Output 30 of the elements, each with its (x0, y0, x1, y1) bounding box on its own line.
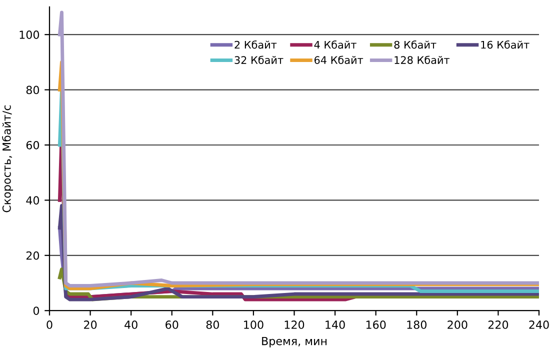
x-tick-label: 240 (529, 320, 549, 329)
legend-label: 64 Кбайт (314, 56, 364, 64)
x-tick-label: 100 (244, 320, 264, 329)
y-tick-label: 80 (26, 86, 40, 94)
legend-label: 32 Кбайт (234, 56, 284, 64)
legend-label: 4 Кбайт (314, 40, 356, 49)
x-tick-label: 40 (124, 320, 138, 329)
x-tick-label: 220 (488, 320, 508, 329)
x-tick-label: 0 (46, 320, 52, 329)
line-series (58, 10, 539, 288)
x-axis-title: Время, мин (262, 336, 326, 348)
y-tick-label: 100 (20, 30, 40, 39)
y-tick-label: 40 (26, 196, 40, 205)
line-series (58, 204, 539, 302)
y-axis-title: Скорость, Мбайт/с (2, 105, 14, 212)
x-tick-label: 120 (284, 320, 304, 329)
x-tick-label: 160 (366, 320, 386, 329)
x-tick-label: 140 (326, 320, 345, 329)
y-tick-label: 20 (26, 251, 40, 260)
x-tick-label: 180 (407, 320, 426, 329)
legend-label: 2 Кбайт (234, 40, 277, 49)
legend-label: 8 Кбайт (394, 40, 436, 49)
legend-label: 16 Кбайт (481, 40, 530, 49)
x-tick-label: 80 (206, 320, 219, 329)
x-tick-label: 20 (84, 320, 97, 329)
x-tick-label: 200 (448, 320, 468, 329)
legend-label: 128 Кбайт (394, 56, 450, 64)
y-tick-label: 0 (33, 306, 40, 315)
x-tick-label: 60 (166, 320, 178, 329)
y-tick-label: 60 (26, 140, 40, 150)
